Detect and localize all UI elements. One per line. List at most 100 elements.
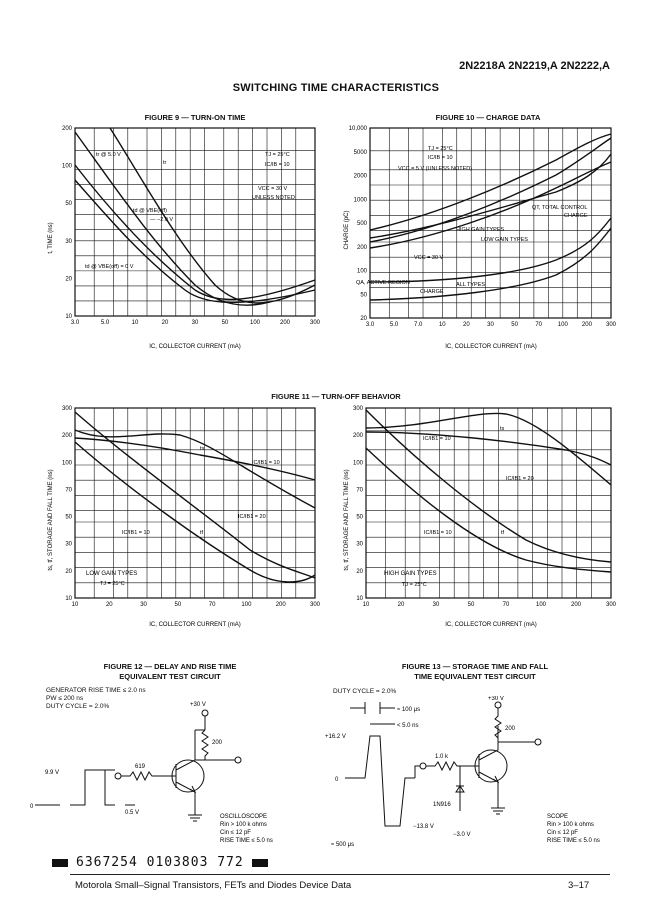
y-tick-label: 1000 bbox=[354, 197, 368, 203]
fig12-spec: GENERATOR RISE TIME ≤ 2.0 ns PW ≤ 200 ns… bbox=[46, 687, 146, 711]
y-tick-label: 70 bbox=[65, 487, 72, 493]
fig12-scope-3: RISE TIME ≤ 5.0 ns bbox=[220, 838, 273, 844]
y-tick-label: 100 bbox=[357, 269, 368, 275]
x-tick-label: 200 bbox=[571, 602, 582, 608]
fig9-annot-icib: IC/IB = 10 bbox=[265, 162, 290, 168]
fig11r-tf-10 bbox=[365, 447, 612, 573]
y-tick-label: 20 bbox=[65, 569, 72, 575]
fig9-curve-td2 bbox=[74, 164, 316, 301]
x-tick-label: 50 bbox=[175, 602, 182, 608]
y-tick-label: 20 bbox=[360, 316, 367, 322]
fig11l-xlabel: IC, COLLECTOR CURRENT (mA) bbox=[149, 622, 240, 628]
y-tick-label: 30 bbox=[65, 239, 72, 245]
fig12-scope-1: Rin > 100 k ohms bbox=[220, 822, 267, 828]
y-tick-label: 300 bbox=[62, 406, 73, 412]
fig11l-tf-20 bbox=[74, 411, 316, 579]
plot-frame bbox=[74, 127, 316, 317]
plot-frame bbox=[365, 407, 612, 599]
fig12-ground bbox=[188, 814, 202, 822]
fig12-vin-hi: 9.9 V bbox=[45, 770, 59, 776]
y-tick-label: 100 bbox=[62, 164, 73, 170]
fig10-annot-qt: QT, TOTAL CONTROL bbox=[532, 205, 587, 211]
fig11r-annot-10b: IC/IB1 = 10 bbox=[424, 530, 452, 536]
fig12-r619-label: 619 bbox=[135, 764, 146, 770]
fig11-right-chart: 10 20 30 50 70 100 200 300 300 200 100 70 50 30 20 10 t… bbox=[344, 406, 617, 628]
fig11l-annot-tj: TJ = 25°C bbox=[100, 581, 125, 587]
barcode: 6367254 0103803 772 bbox=[44, 855, 276, 870]
fig10-annot-low: LOW GAIN TYPES bbox=[481, 237, 528, 243]
fig11r-ts-20 bbox=[365, 431, 612, 466]
fig12-vin-lo: 0.5 V bbox=[125, 810, 139, 816]
x-tick-label: 5.0 bbox=[390, 322, 399, 328]
fig11l-annot-ts: ts bbox=[200, 446, 205, 452]
x-tick-label: 20 bbox=[398, 602, 405, 608]
fig11l-annot-10: IC/IB1 = 10 bbox=[252, 460, 280, 466]
fig10-qt-high bbox=[369, 137, 612, 243]
y-tick-label: 50 bbox=[360, 292, 367, 298]
y-tick-label: 300 bbox=[353, 406, 364, 412]
x-tick-label: 50 bbox=[468, 602, 475, 608]
x-tick-label: 100 bbox=[536, 602, 547, 608]
x-tick-label: 10 bbox=[363, 602, 370, 608]
fig12-title2: EQUIVALENT TEST CIRCUIT bbox=[119, 672, 221, 681]
fig12-spec-pw: PW ≤ 200 ns bbox=[46, 695, 84, 702]
fig10-annot-qa: QA, ACTIVE REGION bbox=[356, 280, 410, 286]
fig13-circuit: +30 V ≈ 100 μs < 5.0 ns +16.2 V 0 200 1.… bbox=[325, 696, 600, 848]
fig13-r200-label: 200 bbox=[505, 726, 516, 732]
x-tick-label: 3.0 bbox=[366, 322, 375, 328]
x-tick-label: 70 bbox=[503, 602, 510, 608]
fig11r-annot-10: IC/IB1 = 10 bbox=[423, 436, 451, 442]
fig10-curves bbox=[369, 133, 612, 301]
fig9-title: FIGURE 9 — TURN-ON TIME bbox=[144, 113, 246, 122]
fig12-transistor bbox=[171, 759, 205, 793]
fig11r-xlabel: IC, COLLECTOR CURRENT (mA) bbox=[445, 622, 536, 628]
fig10-qa bbox=[369, 227, 612, 301]
fig13-r1k bbox=[426, 760, 473, 772]
fig10-title: FIGURE 10 — CHARGE DATA bbox=[435, 113, 541, 122]
footer-text: Motorola Small–Signal Transistors, FETs … bbox=[75, 880, 352, 891]
fig13-vlo: −13.8 V bbox=[413, 824, 434, 830]
fig13-spec: DUTY CYCLE = 2.0% bbox=[333, 688, 397, 695]
fig13-period: ≈ 500 μs bbox=[331, 842, 354, 848]
fig11l-annot-tf: tf bbox=[200, 530, 204, 536]
x-tick-label: 200 bbox=[582, 322, 593, 328]
fig12-scope-0: OSCILLOSCOPE bbox=[220, 814, 267, 820]
fig11l-annot-10b: IC/IB1 = 10 bbox=[122, 530, 150, 536]
fig13-transistor bbox=[474, 749, 508, 783]
fig12-zero: 0 bbox=[30, 804, 34, 810]
barcode-text: 6367254 0103803 772 bbox=[76, 855, 244, 870]
fig13-title2: TIME EQUIVALENT TEST CIRCUIT bbox=[414, 672, 536, 681]
y-tick-label: 200 bbox=[62, 433, 73, 439]
x-tick-label: 20 bbox=[162, 320, 169, 326]
x-tick-label: 100 bbox=[241, 602, 252, 608]
fig11r-annot-gain: HIGH GAIN TYPES bbox=[384, 571, 437, 577]
fig12-scope-2: Cin ≤ 12 pF bbox=[220, 830, 251, 836]
page-title: SWITCHING TIME CHARACTERISTICS bbox=[232, 82, 440, 94]
fig9-curve-tr5 bbox=[74, 131, 271, 306]
fig9-grid: 3.0 5.0 10 20 30 50 100 200 300 200 100 50 30 20 10 bbox=[62, 126, 321, 326]
x-tick-label: 20 bbox=[463, 322, 470, 328]
x-tick-label: 5.0 bbox=[101, 320, 110, 326]
fig11r-annot-20: IC/IB1 = 20 bbox=[506, 476, 534, 482]
fig12-r619 bbox=[121, 770, 170, 782]
y-tick-label: 100 bbox=[62, 460, 73, 466]
fig13-pulse bbox=[345, 735, 415, 827]
fig10-annot-all: ALL TYPES bbox=[456, 282, 485, 288]
y-tick-label: 20 bbox=[356, 569, 363, 575]
fig13-scope-1: Rin > 100 k ohms bbox=[547, 822, 594, 828]
y-tick-label: 2000 bbox=[354, 174, 368, 180]
fig11l-annot-20: IC/IB1 = 20 bbox=[238, 514, 266, 520]
x-tick-label: 30 bbox=[140, 602, 147, 608]
fig13-scope-2: Cin ≤ 12 pF bbox=[547, 830, 578, 836]
fig11l-tf-10 bbox=[74, 441, 316, 583]
fig10-annot-tj: TJ = 25°C bbox=[428, 146, 453, 152]
fig10-annot-icib: IC/IB = 10 bbox=[428, 155, 453, 161]
y-tick-label: 200 bbox=[357, 245, 368, 251]
fig9-annot-td2: td @ VBE(off) bbox=[133, 208, 167, 214]
fig9-annot-unless: UNLESS NOTED bbox=[252, 195, 295, 201]
fig13-r1k-label: 1.0 k bbox=[435, 754, 449, 760]
fig9-annot-tr: tr bbox=[163, 160, 167, 166]
x-tick-label: 20 bbox=[106, 602, 113, 608]
y-tick-label: 200 bbox=[62, 126, 73, 132]
y-tick-label: 100 bbox=[353, 460, 364, 466]
